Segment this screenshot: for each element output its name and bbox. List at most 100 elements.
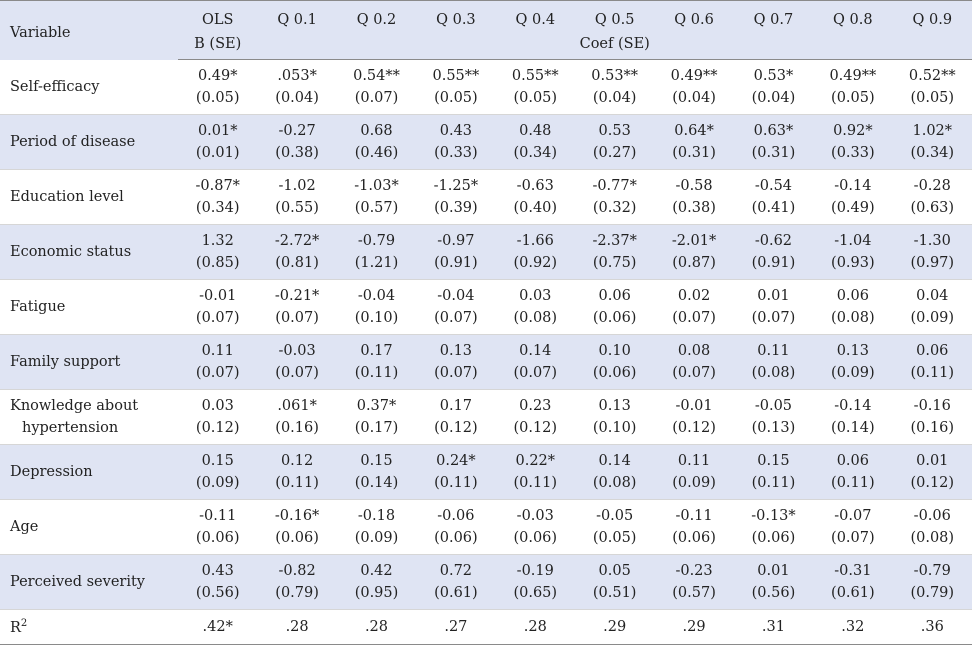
col-header-q04: Q 0.4 <box>495 0 575 33</box>
table-row: Fatigue -0.01 (0.07) -0.21* (0.07) -0.04 (0.10… <box>0 279 972 335</box>
se-value: (0.07) <box>195 365 240 381</box>
coef-value: -0.62 <box>754 233 793 249</box>
se-value: (0.07) <box>672 365 716 381</box>
coef-value: -0.01 <box>199 288 237 304</box>
value-cell: -0.87* (0.34) <box>178 169 258 225</box>
value-cell: 0.03 (0.08) <box>495 279 575 335</box>
se-value: (0.01) <box>195 145 240 161</box>
value-cell: 0.03 (0.12) <box>178 389 258 445</box>
se-value: (0.49) <box>831 200 875 216</box>
coef-value: -0.82 <box>278 563 316 579</box>
r-squared-base: R <box>10 619 21 636</box>
value-cell: 1.32 (0.85) <box>178 224 258 280</box>
coef-value: -1.66 <box>516 233 554 249</box>
variable-name: Perceived severity <box>10 574 146 590</box>
value-cell: -0.19 (0.65) <box>495 554 575 610</box>
r-squared-value: .29 <box>654 609 734 645</box>
r-squared-row: R2.42* .28.28.27.28.29.29.31.32.36 <box>0 609 972 645</box>
value-cell: -0.54 (0.41) <box>733 169 814 225</box>
value-cell: 0.17 (0.12) <box>416 389 496 445</box>
value-cell: -0.04 (0.10) <box>336 279 417 335</box>
se-value: (0.38) <box>672 200 716 216</box>
se-value: (0.79) <box>910 585 955 601</box>
value-cell: 0.53** (0.04) <box>574 59 655 115</box>
value-cell: -0.21* (0.07) <box>257 279 337 335</box>
coef-value: 0.43 <box>439 123 473 139</box>
value-cell: 0.22* (0.11) <box>495 444 575 500</box>
se-value: (0.05) <box>910 90 955 106</box>
value-cell: 0.06 (0.11) <box>813 444 893 500</box>
value-cell: -0.63 (0.40) <box>495 169 575 225</box>
se-value: (0.09) <box>195 475 240 491</box>
table-row: Family support 0.11 (0.07) -0.03 (0.07) 0.17 (… <box>0 334 972 390</box>
coef-value: 0.08 <box>677 343 711 359</box>
se-value: (0.56) <box>195 585 240 601</box>
se-value: (0.91) <box>434 255 478 271</box>
se-value: (0.04) <box>672 90 716 106</box>
se-value: (0.10) <box>592 420 637 436</box>
value-cell: -0.58 (0.38) <box>654 169 734 225</box>
coef-value: 0.43 <box>201 563 234 579</box>
value-cell: 0.53 (0.27) <box>574 114 655 170</box>
se-value: (0.85) <box>195 255 240 271</box>
coef-value: -0.05 <box>754 398 793 414</box>
coef-value: -0.11 <box>199 508 237 524</box>
coef-value: 0.53* <box>753 68 794 84</box>
coef-value: -0.11 <box>675 508 713 524</box>
variable-cell: Period of disease <box>0 114 179 170</box>
coef-value: 0.14 <box>598 453 631 469</box>
value-cell: -2.72* (0.81) <box>257 224 337 280</box>
se-value: (0.39) <box>434 200 478 216</box>
coef-value: 0.12 <box>280 453 314 469</box>
variable-name: Family support <box>10 354 121 370</box>
se-value: (0.08) <box>910 530 955 546</box>
value-cell: 0.43 (0.56) <box>178 554 258 610</box>
se-value: (0.16) <box>275 420 319 436</box>
value-cell: 0.52** (0.05) <box>892 59 972 115</box>
value-cell: 0.12 (0.11) <box>257 444 337 500</box>
value-cell: -0.01 (0.12) <box>654 389 734 445</box>
coef-value: -1.02 <box>278 178 316 194</box>
coef-value: -1.25* <box>433 178 479 194</box>
coef-value: -0.03 <box>516 508 554 524</box>
value-cell: -0.79 (1.21) <box>336 224 417 280</box>
col-header-q06: Q 0.6 <box>654 0 734 33</box>
coef-value: 0.06 <box>916 343 949 359</box>
value-cell: -0.28 (0.63) <box>892 169 972 225</box>
coef-value: -0.04 <box>357 288 396 304</box>
se-value: (0.06) <box>672 530 716 546</box>
value-cell: 0.14 (0.07) <box>495 334 575 390</box>
ols-subheader: B (SE) <box>178 33 258 60</box>
se-value: (0.06) <box>751 530 796 546</box>
se-value: (0.17) <box>354 420 399 436</box>
coef-value: -0.06 <box>437 508 475 524</box>
se-value: (0.31) <box>751 145 796 161</box>
variable-cell: Self-efficacy <box>0 59 179 115</box>
se-value: (0.34) <box>910 145 955 161</box>
coef-value: 0.17 <box>360 343 393 359</box>
se-value: (0.93) <box>831 255 875 271</box>
se-value: (0.09) <box>672 475 716 491</box>
value-cell: 0.53* (0.04) <box>733 59 814 115</box>
se-value: (0.31) <box>672 145 716 161</box>
coef-value: 0.49** <box>670 68 718 84</box>
coef-value: 0.02 <box>677 288 711 304</box>
coef-value: 0.15 <box>201 453 234 469</box>
value-cell: 0.55** (0.05) <box>495 59 575 115</box>
coef-value: .053* <box>277 68 317 84</box>
variable-cell: Economic status <box>0 224 179 280</box>
value-cell: 0.01 (0.12) <box>892 444 972 500</box>
variable-name: Economic status <box>10 244 132 260</box>
value-cell: 0.08 (0.07) <box>654 334 734 390</box>
value-cell: -0.11 (0.06) <box>178 499 258 555</box>
se-value: (0.07) <box>434 365 478 381</box>
value-cell: -0.31 (0.61) <box>813 554 893 610</box>
se-value: (0.05) <box>195 90 240 106</box>
col-header-q07: Q 0.7 <box>733 0 814 33</box>
value-cell: 0.63* (0.31) <box>733 114 814 170</box>
coef-value: 0.49** <box>829 68 877 84</box>
value-cell: -1.25* (0.39) <box>416 169 496 225</box>
se-value: (0.08) <box>751 365 796 381</box>
coef-value: -0.16 <box>913 398 951 414</box>
